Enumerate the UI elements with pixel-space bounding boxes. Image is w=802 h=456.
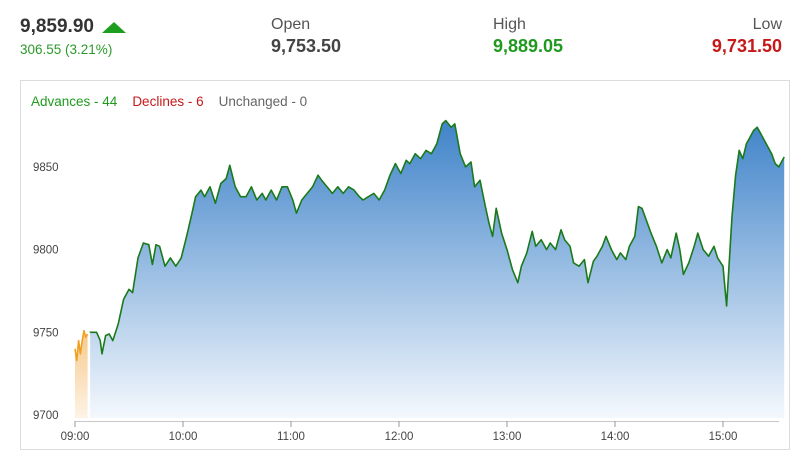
session-line — [89, 119, 785, 355]
advances-count: Advances - 44 — [31, 94, 118, 109]
unchanged-count: Unchanged - 0 — [218, 94, 308, 109]
open-value: 9,753.50 — [271, 36, 342, 56]
declines-count: Declines - 6 — [132, 94, 204, 109]
low-value: 9,731.50 — [711, 36, 782, 56]
low-stat: Low 9,731.50 — [712, 16, 782, 57]
low-label: Low — [752, 16, 782, 33]
y-tick-label: 9850 — [33, 162, 59, 174]
x-tick-label: 10:00 — [169, 431, 198, 443]
open-stat: Open 9,753.50 — [271, 16, 341, 57]
y-tick-label: 9700 — [33, 410, 59, 422]
x-tick-label: 15:00 — [709, 431, 738, 443]
market-breadth: Advances - 44 Declines - 6 Unchanged - 0 — [31, 94, 307, 109]
y-tick-label: 9800 — [33, 245, 59, 257]
pre-open-line — [74, 329, 89, 362]
price-change: 306.55 (3.21%) — [20, 42, 113, 57]
chart-card: Advances - 44 Declines - 6 Unchanged - 0 — [20, 80, 790, 450]
x-tick-label: 11:00 — [277, 431, 305, 443]
high-label: High — [493, 16, 526, 33]
last-price-block: 9,859.90 306.55 (3.21%) — [20, 16, 126, 57]
open-label: Open — [271, 16, 311, 33]
x-tick-label: 12:00 — [385, 431, 414, 443]
high-value: 9,889.05 — [493, 36, 564, 56]
x-tick-label: 14:00 — [601, 431, 630, 443]
last-price: 9,859.90 — [20, 16, 94, 37]
up-arrow-icon — [101, 21, 126, 33]
y-tick-label: 9750 — [33, 327, 59, 339]
session-area — [89, 120, 785, 418]
x-tick-label: 13:00 — [493, 431, 522, 443]
x-tick-label: 09:00 — [61, 431, 90, 443]
high-stat: High 9,889.05 — [493, 16, 563, 57]
